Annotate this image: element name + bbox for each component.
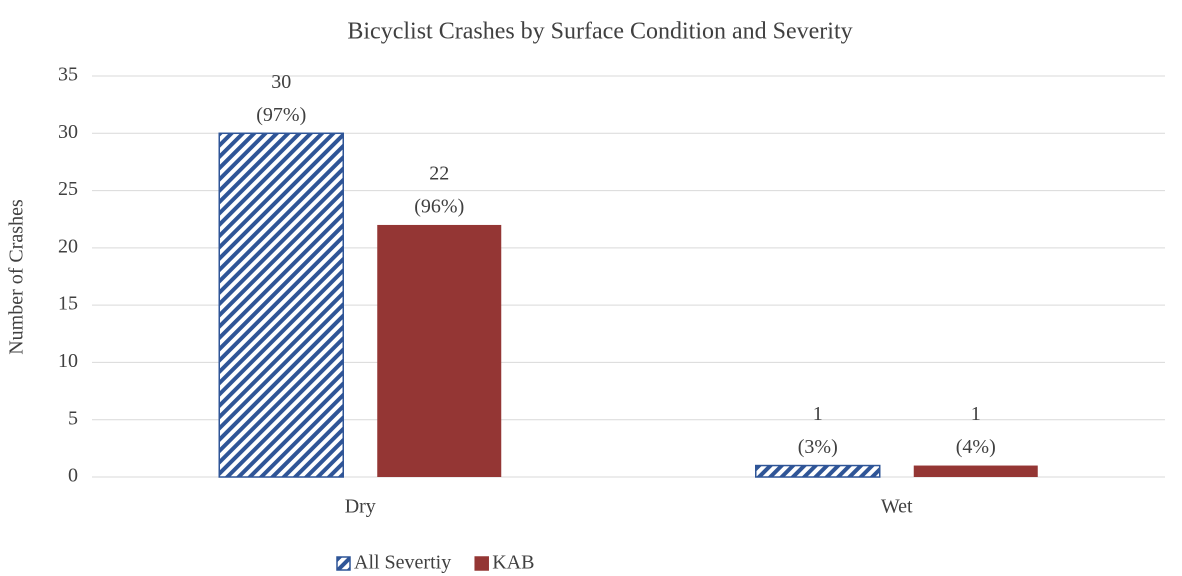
bar (377, 224, 502, 477)
y-tick-label: 5 (68, 407, 78, 429)
data-label-percent: (96%) (414, 196, 464, 218)
chart-title: Bicyclist Crashes by Surface Condition a… (347, 19, 852, 45)
y-axis-label: Number of Crashes (6, 199, 28, 355)
bar (755, 464, 881, 478)
legend-swatch (474, 556, 489, 571)
x-tick-label: Dry (345, 496, 376, 518)
y-tick-label: 20 (58, 235, 78, 257)
data-label-percent: (97%) (256, 104, 306, 126)
y-tick-label: 15 (58, 293, 78, 315)
y-tick-label: 10 (58, 350, 78, 372)
y-tick-label: 25 (58, 178, 78, 200)
legend-swatch (336, 556, 351, 571)
data-label-percent: (3%) (798, 436, 838, 458)
data-label: 22 (429, 163, 449, 185)
y-tick-label: 30 (58, 121, 78, 143)
x-tick-label: Wet (881, 496, 913, 518)
legend-label: KAB (492, 552, 534, 574)
data-label: 1 (971, 403, 981, 425)
data-label: 1 (813, 403, 823, 425)
data-label-percent: (4%) (956, 436, 996, 458)
bar (913, 465, 1038, 477)
data-label: 30 (271, 71, 291, 93)
legend-label: All Severtiy (354, 552, 451, 574)
y-tick-label: 0 (68, 465, 78, 487)
y-tick-label: 35 (58, 64, 78, 86)
bar (218, 132, 344, 478)
